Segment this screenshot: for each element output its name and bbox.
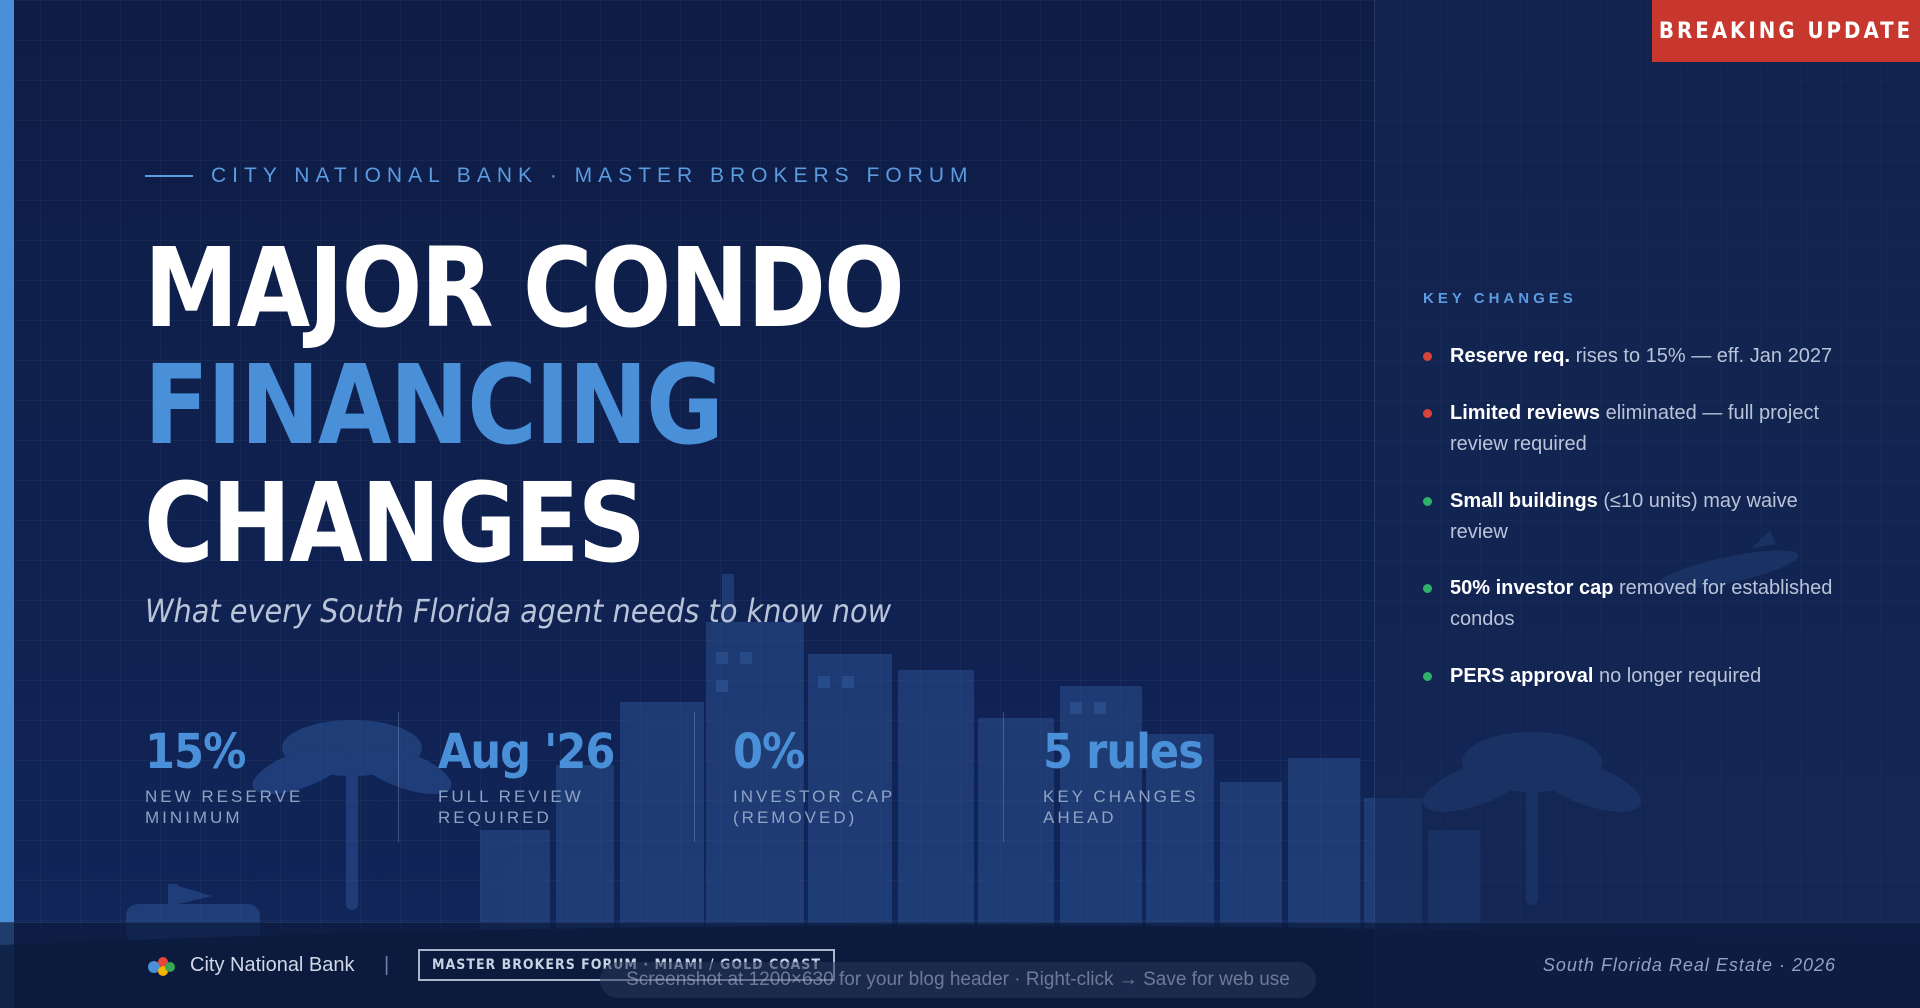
change-item-bold: 50% investor cap bbox=[1450, 577, 1614, 599]
headline-line-2: FINANCING bbox=[144, 341, 724, 469]
colored-dots-logo-icon bbox=[148, 957, 175, 976]
change-item-bold: Small buildings bbox=[1450, 490, 1598, 512]
status-dot-icon bbox=[1423, 352, 1432, 361]
change-item-bold: Limited reviews bbox=[1450, 402, 1601, 424]
headline-line-3: CHANGES bbox=[144, 459, 646, 587]
stat-label: INVESTOR CAP (REMOVED) bbox=[733, 787, 896, 827]
stat-reserve: 15% NEW RESERVE MINIMUM bbox=[145, 728, 303, 828]
stat-value: 15% bbox=[145, 724, 246, 780]
stat-value: Aug '26 bbox=[438, 724, 615, 780]
change-item-bold: PERS approval bbox=[1450, 665, 1594, 687]
left-accent-bar bbox=[0, 0, 14, 1008]
status-dot-icon bbox=[1423, 409, 1432, 418]
stat-divider bbox=[694, 712, 695, 842]
change-item-investor-cap: 50% investor cap removed for established… bbox=[1423, 573, 1833, 635]
change-item-text: (≤10 units) may waive review bbox=[1450, 490, 1798, 543]
save-hint-tooltip: Screenshot at 1200×630 for your blog hea… bbox=[600, 962, 1316, 998]
stat-value: 0% bbox=[733, 724, 805, 780]
change-item-text: rises to 15% — eff. Jan 2027 bbox=[1570, 345, 1833, 367]
footer-separator: | bbox=[384, 954, 390, 976]
eyebrow-line bbox=[145, 175, 193, 177]
change-item-reserve: Reserve req. rises to 15% — eff. Jan 202… bbox=[1423, 341, 1833, 372]
key-changes-panel bbox=[1374, 0, 1920, 1008]
status-dot-icon bbox=[1423, 497, 1432, 506]
change-item-bold: Reserve req. bbox=[1450, 345, 1571, 367]
stat-divider bbox=[398, 712, 399, 842]
change-item-reviews: Limited reviews eliminated — full projec… bbox=[1423, 398, 1833, 460]
change-item-pers: PERS approval no longer required bbox=[1423, 661, 1833, 692]
headline-line-1: MAJOR CONDO bbox=[144, 224, 905, 352]
breaking-update-badge: BREAKING UPDATE bbox=[1652, 0, 1920, 62]
eyebrow: CITY NATIONAL BANK · MASTER BROKERS FORU… bbox=[145, 164, 974, 188]
change-item-small-buildings: Small buildings (≤10 units) may waive re… bbox=[1423, 486, 1833, 548]
stat-rules: 5 rules KEY CHANGES AHEAD bbox=[1043, 724, 1204, 828]
key-changes-title: KEY CHANGES bbox=[1423, 290, 1577, 307]
footer-tagline: South Florida Real Estate · 2026 bbox=[1542, 955, 1836, 975]
change-item-text: removed for established condos bbox=[1450, 577, 1833, 630]
change-item-text: no longer required bbox=[1593, 665, 1762, 687]
eyebrow-text: CITY NATIONAL BANK · MASTER BROKERS FORU… bbox=[211, 164, 974, 187]
stat-label: KEY CHANGES AHEAD bbox=[1043, 787, 1199, 827]
stat-divider bbox=[1003, 712, 1004, 842]
stat-label: NEW RESERVE MINIMUM bbox=[145, 787, 304, 827]
status-dot-icon bbox=[1423, 584, 1432, 593]
status-dot-icon bbox=[1423, 672, 1432, 681]
subtitle: What every South Florida agent needs to … bbox=[145, 592, 892, 630]
footer-brand: City National Bank bbox=[190, 954, 355, 976]
stat-label: FULL REVIEW REQUIRED bbox=[438, 787, 584, 827]
change-item-text: eliminated — full project review require… bbox=[1450, 402, 1820, 455]
stat-review: Aug '26 FULL REVIEW REQUIRED bbox=[438, 724, 615, 828]
stat-value: 5 rules bbox=[1043, 724, 1204, 780]
stat-investor-cap: 0% INVESTOR CAP (REMOVED) bbox=[733, 728, 895, 828]
